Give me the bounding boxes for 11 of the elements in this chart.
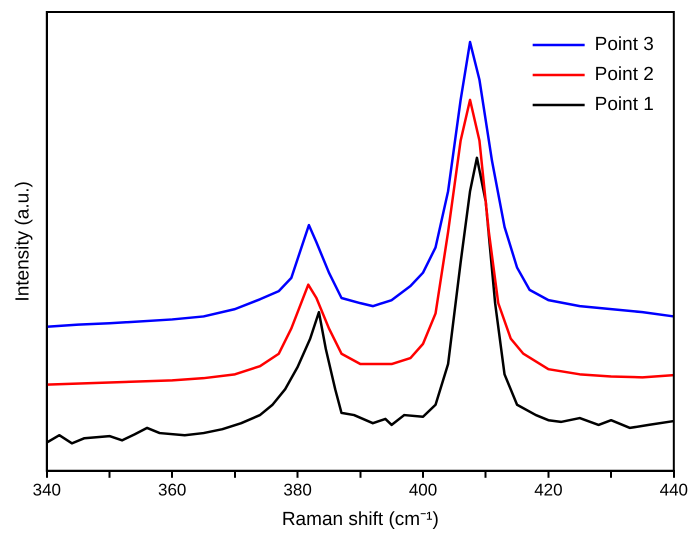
x-tick-label: 360 <box>158 480 186 500</box>
legend-label: Point 1 <box>594 94 654 116</box>
x-tick-label: 420 <box>534 480 563 500</box>
x-tick-label: 440 <box>660 480 688 500</box>
x-tick-label: 400 <box>408 480 438 500</box>
x-tick-label: 340 <box>32 480 61 500</box>
x-tick-label: 380 <box>283 480 312 500</box>
x-axis-title: Raman shift (cm⁻¹) <box>282 508 439 530</box>
legend-label: Point 3 <box>594 34 654 56</box>
legend-label: Point 2 <box>594 64 654 86</box>
y-axis-title: Intensity (a.u.) <box>12 181 34 302</box>
